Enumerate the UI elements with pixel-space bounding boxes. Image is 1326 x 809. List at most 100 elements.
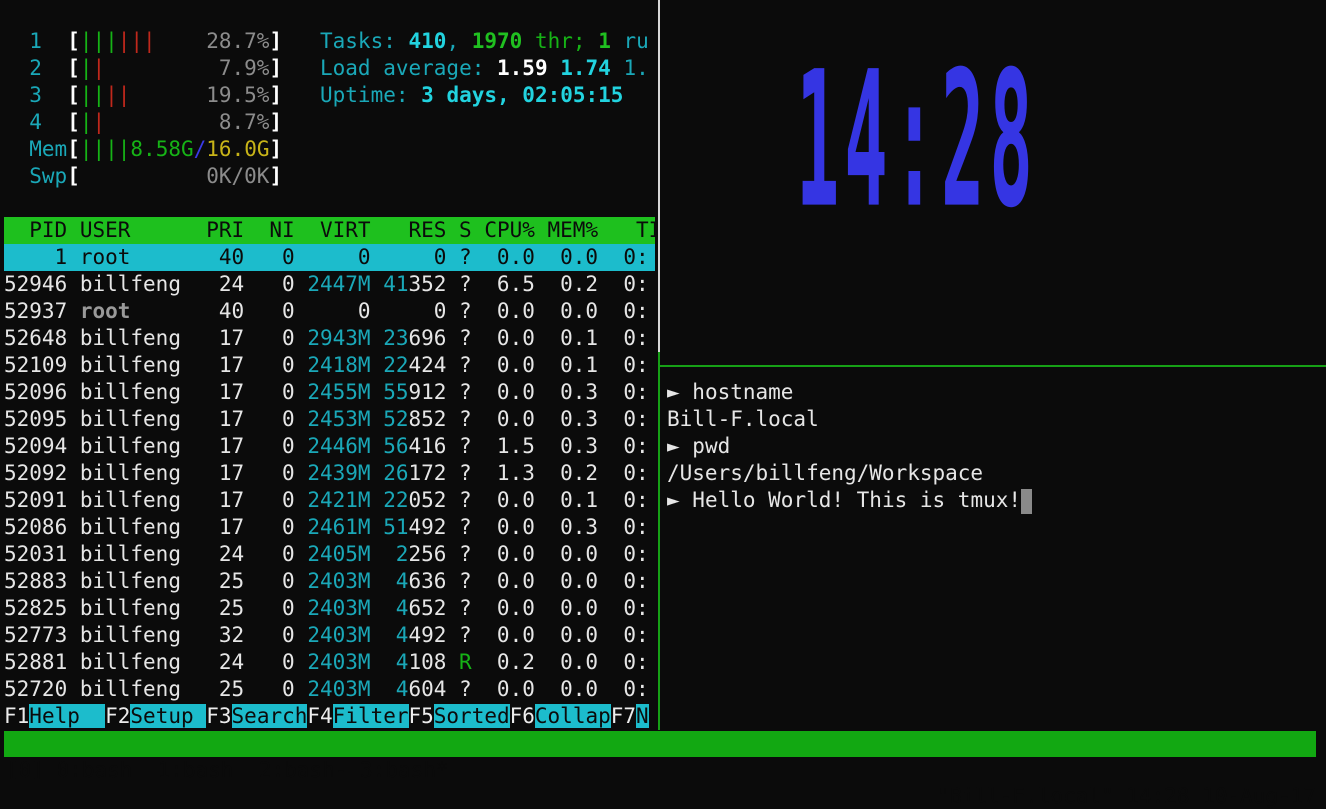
mem-percent: 0.2 [560,272,599,296]
state: ? [459,299,472,323]
pane-divider[interactable] [658,0,660,352]
pid: 52031 [4,542,68,566]
cpu-bar-user: | [79,110,93,134]
mem-total: 16.0G [206,137,270,161]
virt: 2403M [307,596,371,620]
command: pwd [692,434,731,458]
res: 4492 [383,622,447,649]
priority: 25 [218,596,245,620]
fkey-number: F1 [4,704,30,728]
process-row[interactable]: 52825 billfeng 25 0 2403M 4652? 0.0 0.0 0: [4,595,655,622]
priority: 17 [218,434,245,458]
nice: 0 [282,434,295,458]
fkey-number: F7 [610,704,637,728]
priority: 17 [218,380,245,404]
process-row[interactable]: 52095 billfeng 17 0 2453M 52852? 0.0 0.3 0: [4,406,655,433]
process-row[interactable]: 52031 billfeng 24 0 2405M 2256? 0.0 0.0 0: [4,541,655,568]
res-thousands: 4 [395,650,409,674]
fkey-f1[interactable]: F1Help [4,703,106,730]
pid: 52881 [4,650,68,674]
user: billfeng [79,407,181,431]
process-row[interactable]: 52094 billfeng 17 0 2446M 56416? 1.5 0.3 0: [4,433,655,460]
res-units: 256 [408,542,447,566]
fkey-f2[interactable]: F2Setup [105,703,207,730]
process-row[interactable]: 52086 billfeng 17 0 2461M 51492? 0.0 0.3 0: [4,514,655,541]
process-row[interactable]: 52720 billfeng 25 0 2403M 4604? 0.0 0.0 0: [4,676,655,703]
running-label: ru [610,29,649,53]
res: 52852 [383,406,446,433]
fkey-f7[interactable]: F7N [611,703,649,730]
res-thousands: 56 [383,434,409,458]
cpu-bar: |||||| [80,28,156,55]
pid: 52720 [4,677,68,701]
process-row-selected[interactable]: 1 root 40 0 0 0? 0.0 0.0 0: [4,244,655,271]
state: ? [459,569,472,593]
res: 4636 [383,568,447,595]
process-row[interactable]: 52881 billfeng 24 0 2403M 4108 R 0.2 0.0 0: [4,649,655,676]
fkey-f5[interactable]: F5Sorted [408,703,510,730]
cpu-percent: 0.0 [496,353,535,377]
res: 51492 [383,514,446,541]
tasks-meter: Tasks: 410, 1970 thr; 1 ru [320,28,649,55]
column-header-ni: NI [269,218,295,242]
clock-pane[interactable]: 14:28 [661,0,1326,352]
res-thousands: 41 [383,272,409,296]
res: 2256 [383,541,447,568]
process-row[interactable]: 52096 billfeng 17 0 2455M 55912? 0.0 0.3 0: [4,379,655,406]
fkey-f3[interactable]: F3Search [206,703,308,730]
shell-input-line[interactable]: ► Hello World! This is tmux! [667,487,1326,514]
cpu-percent: 0.0 [496,515,535,539]
res: 41352 [383,271,446,298]
process-row[interactable]: 52091 billfeng 17 0 2421M 22052? 0.0 0.1 0: [4,487,655,514]
cpu-percent: 0.0 [496,677,535,701]
column-header-time: TIME+ [636,218,655,242]
pane-divider-active[interactable] [658,352,660,730]
nice: 0 [282,326,295,350]
state: ? [459,596,472,620]
priority: 17 [218,326,245,350]
swap-meter: Swp [ 0K/0K ] [0,163,655,190]
priority: 24 [218,650,245,674]
res-units: 052 [408,488,447,512]
state: ? [459,488,472,512]
state: ? [459,407,472,431]
bracket: ] [269,110,283,134]
res-thousands: 55 [383,380,409,404]
window-list[interactable]: [0] 0:bash 1:bash 2:bash- 3:bash* [6,758,449,782]
res-units: 352 [408,272,447,296]
mem-percent: 0.1 [560,353,599,377]
priority: 24 [218,272,245,296]
command-input[interactable]: Hello World! This is tmux! [692,488,1022,512]
time: 0: [623,245,649,269]
bracket: [ [67,29,80,53]
virt: 2461M [307,515,371,539]
fkey-f6[interactable]: F6Collap [510,703,611,730]
uptime-value: 3 days, 02:05:15 [421,83,624,107]
process-row[interactable]: 52773 billfeng 32 0 2403M 4492? 0.0 0.0 0: [4,622,655,649]
cpu-bar-kernel: ||| [117,29,156,53]
pane-divider-active[interactable] [660,365,1326,367]
process-row[interactable]: 52937 root 40 0 0 0? 0.0 0.0 0: [4,298,655,325]
process-row[interactable]: 52092 billfeng 17 0 2439M 26172? 1.3 0.2 0: [4,460,655,487]
cpu-bar: || [80,109,105,136]
process-row[interactable]: 52946 billfeng 24 0 2447M 41352? 6.5 0.2 0: [4,271,655,298]
htop-pane[interactable]: 1 [ |||||| 28.7% ] Tasks: 410, 1970 thr;… [0,0,655,730]
cpu-bar: |||| [80,82,131,109]
cpu-percent: 0.0 [496,380,535,404]
fkey-f4[interactable]: F4Filter [307,703,409,730]
shell-pane[interactable]: ► hostname Bill-F.local ► pwd /Users/bil… [661,368,1326,730]
process-row[interactable]: 52648 billfeng 17 0 2943M 23696? 0.0 0.1 0: [4,325,655,352]
cpu-meter-1: 1 [ |||||| 28.7% ] Tasks: 410, 1970 thr;… [0,28,655,55]
time: 0: [623,434,649,458]
priority: 25 [218,677,245,701]
process-row[interactable]: 52883 billfeng 25 0 2403M 4636? 0.0 0.0 0: [4,568,655,595]
time: 0: [623,569,649,593]
process-row[interactable]: 52109 billfeng 17 0 2418M 22424? 0.0 0.1 0: [4,352,655,379]
column-header-res: RES [408,218,447,242]
clock-mode-display: 14:28 [796,30,1038,249]
bracket: ] [269,83,283,107]
user: billfeng [79,461,181,485]
nice: 0 [282,569,295,593]
cpu-percent: 0.0 [496,299,535,323]
user: billfeng [79,650,181,674]
